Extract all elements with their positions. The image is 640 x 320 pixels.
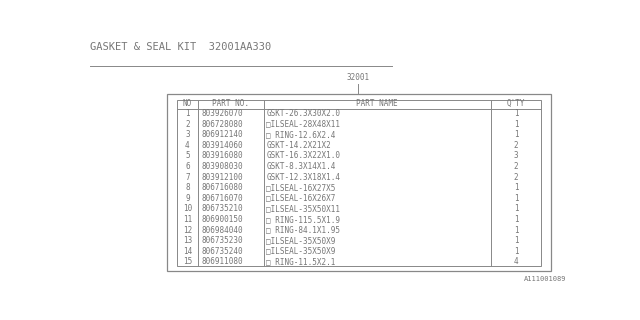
Text: 1: 1 (514, 236, 518, 245)
Text: 4: 4 (185, 141, 189, 150)
Text: 15: 15 (183, 257, 192, 266)
Text: GSKT-16.3X22X1.0: GSKT-16.3X22X1.0 (266, 151, 340, 160)
Text: 1: 1 (514, 109, 518, 118)
Text: 2: 2 (514, 162, 518, 171)
Text: 1: 1 (514, 130, 518, 139)
Text: 4: 4 (514, 257, 518, 266)
Text: NO: NO (183, 99, 192, 108)
Text: 1: 1 (514, 183, 518, 192)
Text: GSKT-12.3X18X1.4: GSKT-12.3X18X1.4 (266, 172, 340, 182)
Text: PART NAME: PART NAME (356, 99, 398, 108)
Bar (177, 100, 541, 266)
Text: 2: 2 (514, 172, 518, 182)
Text: 806984040: 806984040 (201, 226, 243, 235)
Text: □ILSEAL-16X27X5: □ILSEAL-16X27X5 (266, 183, 336, 192)
Text: 10: 10 (183, 204, 192, 213)
Text: 803916080: 803916080 (201, 151, 243, 160)
Text: □ILSEAL-16X26X7: □ILSEAL-16X26X7 (266, 194, 336, 203)
Text: 11: 11 (183, 215, 192, 224)
Text: GSKT-26.3X30X2.0: GSKT-26.3X30X2.0 (266, 109, 340, 118)
Text: 806728080: 806728080 (201, 120, 243, 129)
Text: 1: 1 (514, 120, 518, 129)
Text: □ RING-84.1X1.95: □ RING-84.1X1.95 (266, 226, 340, 235)
Text: 6: 6 (185, 162, 189, 171)
Text: □ RING-12.6X2.4: □ RING-12.6X2.4 (266, 130, 336, 139)
Text: 1: 1 (185, 109, 189, 118)
Text: 803926070: 803926070 (201, 109, 243, 118)
Text: 32001: 32001 (346, 73, 369, 82)
Text: 803914060: 803914060 (201, 141, 243, 150)
Text: 3: 3 (185, 130, 189, 139)
Text: □ RING-11.5X2.1: □ RING-11.5X2.1 (266, 257, 336, 266)
Text: 803908030: 803908030 (201, 162, 243, 171)
Text: GASKET & SEAL KIT  32001AA330: GASKET & SEAL KIT 32001AA330 (90, 42, 271, 52)
Text: 2: 2 (514, 141, 518, 150)
Text: 9: 9 (185, 194, 189, 203)
Bar (167, 94, 551, 271)
Text: 803912100: 803912100 (201, 172, 243, 182)
Text: PART NO.: PART NO. (212, 99, 250, 108)
Text: 5: 5 (185, 151, 189, 160)
Text: Q'TY: Q'TY (507, 99, 525, 108)
Text: 2: 2 (185, 120, 189, 129)
Text: 806716080: 806716080 (201, 183, 243, 192)
Text: □ RING-115.5X1.9: □ RING-115.5X1.9 (266, 215, 340, 224)
Text: 8: 8 (185, 183, 189, 192)
Text: 806716070: 806716070 (201, 194, 243, 203)
Text: 1: 1 (514, 194, 518, 203)
Text: A111001089: A111001089 (524, 276, 566, 282)
Text: 806735210: 806735210 (201, 204, 243, 213)
Text: 806735240: 806735240 (201, 247, 243, 256)
Text: GSKT-8.3X14X1.4: GSKT-8.3X14X1.4 (266, 162, 336, 171)
Text: 1: 1 (514, 204, 518, 213)
Text: 806911080: 806911080 (201, 257, 243, 266)
Text: 12: 12 (183, 226, 192, 235)
Text: 13: 13 (183, 236, 192, 245)
Text: 806735230: 806735230 (201, 236, 243, 245)
Text: 3: 3 (514, 151, 518, 160)
Text: 1: 1 (514, 226, 518, 235)
Text: 806900150: 806900150 (201, 215, 243, 224)
Text: □ILSEAL-35X50X11: □ILSEAL-35X50X11 (266, 204, 340, 213)
Text: □ILSEAL-35X50X9: □ILSEAL-35X50X9 (266, 247, 336, 256)
Text: □ILSEAL-28X48X11: □ILSEAL-28X48X11 (266, 120, 340, 129)
Text: 14: 14 (183, 247, 192, 256)
Text: □ILSEAL-35X50X9: □ILSEAL-35X50X9 (266, 236, 336, 245)
Text: GSKT-14.2X21X2: GSKT-14.2X21X2 (266, 141, 332, 150)
Text: 1: 1 (514, 215, 518, 224)
Text: 1: 1 (514, 247, 518, 256)
Text: 806912140: 806912140 (201, 130, 243, 139)
Text: 7: 7 (185, 172, 189, 182)
